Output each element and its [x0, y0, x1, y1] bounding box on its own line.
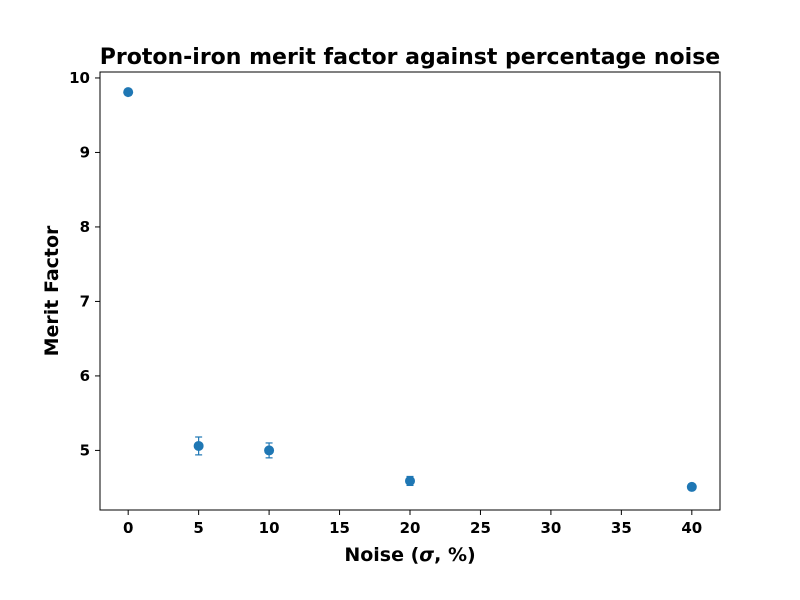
x-axis-label-prefix: Noise ( [344, 544, 419, 566]
y-tick-label: 8 [80, 218, 90, 236]
x-tick-label: 0 [123, 519, 133, 537]
y-axis-label: Merit Factor [41, 225, 63, 356]
x-axis-label-suffix: , %) [434, 544, 476, 566]
y-tick-label: 6 [80, 367, 90, 385]
x-tick-label: 40 [681, 519, 702, 537]
data-point [264, 445, 275, 456]
x-tick-label: 15 [329, 519, 350, 537]
x-axis-label-symbol: σ [419, 544, 434, 566]
data-point [686, 481, 697, 492]
y-tick-label: 9 [80, 143, 90, 161]
y-tick-label: 10 [69, 69, 90, 87]
data-point [123, 87, 134, 98]
x-tick-label: 25 [470, 519, 491, 537]
x-tick-label: 35 [611, 519, 632, 537]
data-point [405, 475, 415, 486]
data-point [193, 440, 204, 451]
plot-area [123, 87, 697, 492]
x-axis-label: Noise (σ, %) [344, 544, 475, 566]
chart-title: Proton-iron merit factor against percent… [100, 45, 720, 70]
x-tick-label: 20 [400, 519, 421, 537]
y-tick-label: 7 [80, 292, 90, 310]
x-tick-label: 30 [540, 519, 561, 537]
x-tick-label: 5 [193, 519, 203, 537]
x-tick-label: 10 [259, 519, 280, 537]
y-tick-label: 5 [80, 441, 90, 459]
